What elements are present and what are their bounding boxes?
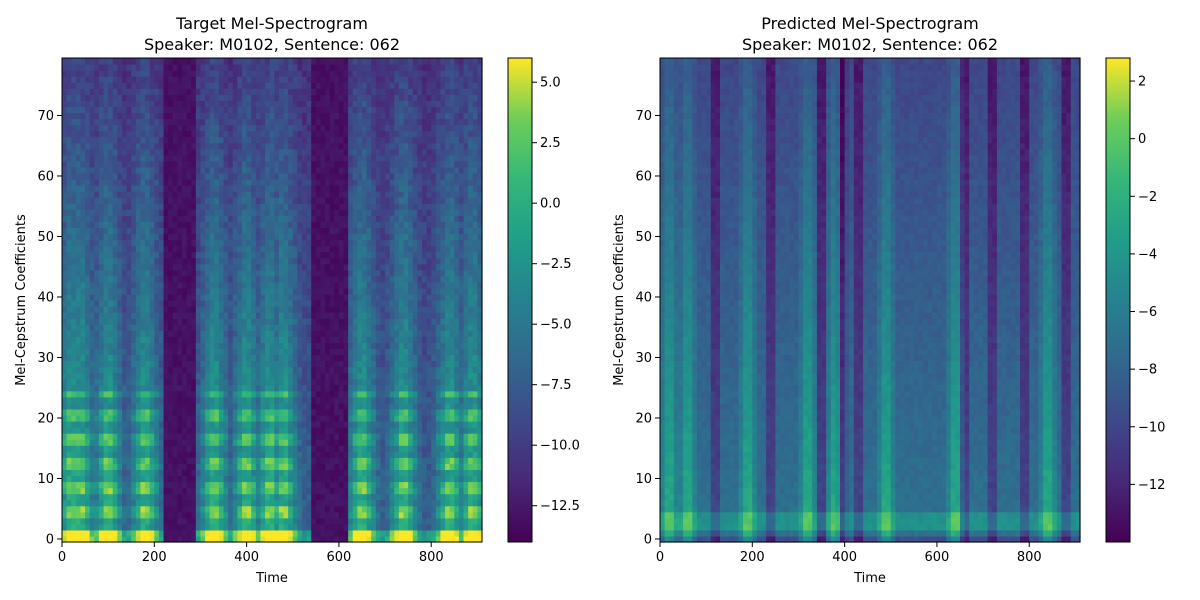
y-axis-label: Mel-Cepstrum Coefficients [14,214,29,386]
chart-target: Target Mel-Spectrogram Speaker: M0102, S… [14,14,580,586]
chart-title-line1: Predicted Mel-Spectrogram [761,14,978,33]
chart-title-line2: Speaker: M0102, Sentence: 062 [144,35,400,54]
colorbar-tick-label: −6 [1138,305,1157,320]
x-tick-label: 600 [925,550,950,565]
x-tick-label: 200 [740,550,765,565]
y-tick-label: 0 [46,532,54,547]
heatmap-image [660,58,1081,543]
colorbar-tick-label: 0 [1138,132,1146,147]
x-tick-label: 800 [1017,550,1042,565]
chart-title-line2: Speaker: M0102, Sentence: 062 [742,35,998,54]
colorbar [1106,58,1130,542]
y-tick-label: 50 [635,230,652,245]
colorbar [508,58,532,542]
colorbar-tick-label: −7.5 [540,378,572,393]
colorbar-tick-label: −8 [1138,363,1157,378]
x-tick-label: 200 [142,550,167,565]
x-tick-label: 0 [656,550,664,565]
x-tick-label: 400 [234,550,259,565]
y-tick-label: 50 [37,230,54,245]
y-tick-label: 20 [37,411,54,426]
colorbar-tick-label: 2 [1138,75,1146,90]
colorbar-tick-label: −10.0 [540,439,580,454]
colorbar-ticks: 5.0 2.5 0.0 −2.5 −5.0 −7.5 −10.0 −12.5 [532,76,580,515]
colorbar-tick-label: −2.5 [540,257,572,272]
colorbar-tick-label: −2 [1138,190,1157,205]
y-tick-label: 40 [37,290,54,305]
y-tick-label: 40 [635,290,652,305]
y-tick-label: 60 [37,169,54,184]
y-axis-ticks: 0 10 20 30 40 50 60 70 [37,109,62,547]
colorbar-tick-label: −12 [1138,478,1165,493]
y-tick-label: 10 [635,472,652,487]
y-tick-label: 70 [37,109,54,124]
x-axis-ticks: 0 200 400 600 800 [656,542,1042,565]
colorbar-ticks: 2 0 −2 −4 −6 −8 −10 −12 [1130,75,1165,493]
y-tick-label: 70 [635,109,652,124]
y-axis-ticks: 0 10 20 30 40 50 60 70 [635,109,660,547]
chart-title-line1: Target Mel-Spectrogram [175,14,368,33]
colorbar-tick-label: 0.0 [540,197,561,212]
heatmap-image [62,58,483,543]
colorbar-tick-label: 5.0 [540,76,561,91]
chart-predicted: Predicted Mel-Spectrogram Speaker: M0102… [612,14,1165,586]
y-tick-label: 30 [635,351,652,366]
x-tick-label: 0 [58,550,66,565]
y-tick-label: 0 [644,532,652,547]
colorbar-tick-label: 2.5 [540,136,561,151]
colorbar-tick-label: −4 [1138,247,1157,262]
x-axis-label: Time [853,571,886,586]
y-tick-label: 30 [37,351,54,366]
y-tick-label: 10 [37,472,54,487]
y-axis-label: Mel-Cepstrum Coefficients [612,214,627,386]
x-tick-label: 400 [832,550,857,565]
x-axis-label: Time [255,571,288,586]
colorbar-tick-label: −5.0 [540,318,572,333]
y-tick-label: 20 [635,411,652,426]
x-axis-ticks: 0 200 400 600 800 [58,542,444,565]
colorbar-tick-label: −12.5 [540,499,580,514]
y-tick-label: 60 [635,169,652,184]
colorbar-tick-label: −10 [1138,420,1165,435]
x-tick-label: 600 [327,550,352,565]
x-tick-label: 800 [419,550,444,565]
